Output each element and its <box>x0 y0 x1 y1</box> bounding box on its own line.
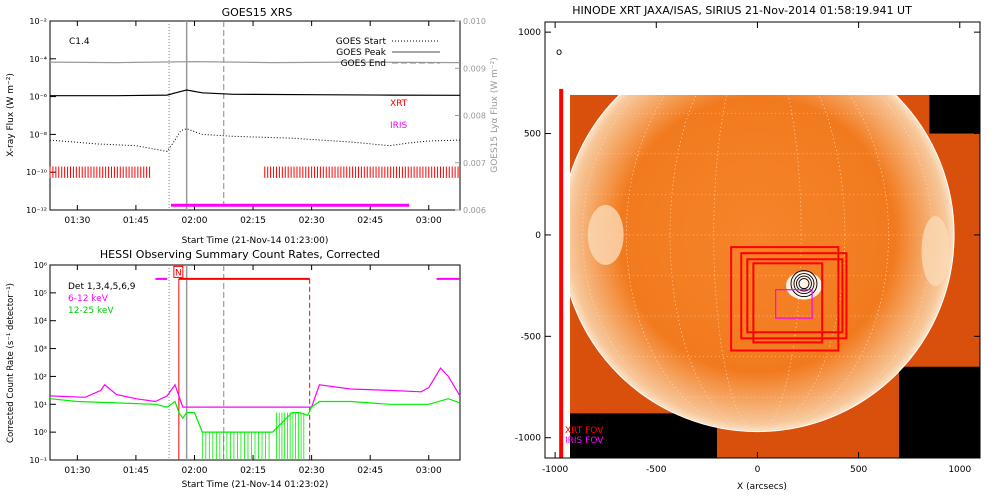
hessi-y-tick-label: 10⁰ <box>34 428 47 437</box>
goes-y-right-tick-label: 0.006 <box>463 206 486 215</box>
goes-x-tick-label: 02:45 <box>357 216 383 226</box>
goes-plot-marks: 01:30 01:45 02:00 02:15 02:30 02:45 03:00 10⁻² 1… <box>26 17 486 226</box>
xrt-lon-grid <box>626 95 889 432</box>
hessi-night-label: N <box>175 268 182 278</box>
xrt-plot-marks: -1000 -500 0 500 1000 1000 500 0 -500 -1000 <box>515 22 980 475</box>
solar-limb-circle <box>570 95 955 433</box>
goes-y-tick-label: 10⁻⁸ <box>29 130 47 139</box>
xrt-lon-grid <box>669 95 846 432</box>
hessi-x-tick-label: 03:00 <box>416 466 442 476</box>
xrt-fov-label: XRT FOV <box>565 426 604 436</box>
goes-xrs-chart: GOES15 XRS 01:30 01:45 02:00 02:15 02:30 02:4… <box>6 6 500 246</box>
xrt-x-tick-label: 1000 <box>948 465 971 475</box>
hessi-x-axis-label: Start Time (21-Nov-14 01:23:02) <box>182 480 329 490</box>
iris-bar-label: IRIS <box>390 121 408 131</box>
xrt-y-tick-label: 1000 <box>518 28 541 38</box>
xrt-y-tick-label: -500 <box>521 332 542 342</box>
xrt-y-tick-label: 500 <box>524 130 541 140</box>
xrt-fov-bar <box>559 88 564 458</box>
hessi-plot-marks: 01:30 01:45 02:00 02:15 02:30 02:45 03:00 10⁶ 10… <box>29 261 461 476</box>
xrt-fov-box <box>746 258 844 334</box>
goes-y-axis-label: X-ray Flux (W m⁻²) <box>6 73 16 157</box>
flare-contour <box>790 270 818 298</box>
goes-class-label: C1.4 <box>69 37 90 47</box>
xrt-dark-top-right <box>929 95 980 134</box>
iris-fov-box <box>775 289 813 319</box>
xrt-y-tick-label: 0 <box>535 231 541 241</box>
hessi-y-tick-label: 10⁻¹ <box>29 456 47 465</box>
goes-legend-start: GOES Start <box>336 37 387 47</box>
goes-series-1 <box>49 128 461 152</box>
xrt-fov-box <box>752 262 824 344</box>
goes-y-tick-label: 10⁻⁴ <box>29 55 47 64</box>
goes-x-tick-label: 02:00 <box>182 216 208 226</box>
hessi-x-tick-label: 02:45 <box>357 466 383 476</box>
active-region-east <box>587 204 624 265</box>
hessi-legend-det: Det 1,3,4,5,6,9 <box>68 282 136 292</box>
goes-y-right-tick-label: 0.010 <box>463 17 486 26</box>
xrt-bar-label: XRT <box>390 99 408 109</box>
hessi-chart: HESSI Observing Summary Count Rates, Cor… <box>6 248 461 490</box>
goes-x-tick-label: 02:30 <box>299 216 325 226</box>
xrt-image-area <box>570 95 980 458</box>
xrt-x-tick-label: -1000 <box>542 465 568 475</box>
hessi-x-tick-label: 02:30 <box>299 466 325 476</box>
hessi-y-tick-label: 10⁴ <box>34 317 47 326</box>
hessi-y-axis-label: Corrected Count Rate (s⁻¹ detector⁻¹) <box>6 283 16 443</box>
hessi-x-tick-label: 02:15 <box>240 466 266 476</box>
flare-contour <box>798 278 810 290</box>
xrt-y-tick-label: -1000 <box>515 434 541 444</box>
hessi-series-1 <box>49 398 461 433</box>
goes-plot-frame <box>49 20 461 211</box>
hessi-y-tick-label: 10⁵ <box>34 289 47 298</box>
xrt-image-title: HINODE XRT JAXA/ISAS, SIRIUS 21-Nov-2014… <box>572 4 912 17</box>
goes-y-tick-label: 10⁻⁶ <box>29 93 47 102</box>
goes-x-tick-label: 01:30 <box>64 216 90 226</box>
hessi-x-tick-label: 01:30 <box>64 466 90 476</box>
xrt-fov-box <box>730 246 840 352</box>
flare-contour <box>796 275 812 292</box>
xrt-x-tick-label: 500 <box>850 465 867 475</box>
xrt-fov-box <box>740 252 848 340</box>
flare-contour <box>793 273 815 295</box>
goes-x-tick-label: 03:00 <box>416 216 442 226</box>
hessi-night-box <box>173 265 184 278</box>
xrt-dark-corner <box>899 366 980 458</box>
xrt-plot-frame <box>544 21 981 459</box>
xrt-corner-mark: o <box>556 47 562 58</box>
goes-legend-peak: GOES Peak <box>336 48 386 58</box>
xrt-x-tick-label: -500 <box>646 465 667 475</box>
hessi-chart-title: HESSI Observing Summary Count Rates, Cor… <box>100 248 380 261</box>
hessi-series-0 <box>49 367 461 408</box>
xrt-image-chart: HINODE XRT JAXA/ISAS, SIRIUS 21-Nov-2014… <box>515 4 981 492</box>
goes-y-right-tick-label: 0.008 <box>463 112 486 121</box>
hessi-y-tick-label: 10¹ <box>34 400 47 409</box>
goes-series-2 <box>49 60 461 64</box>
goes-x-tick-label: 01:45 <box>123 216 149 226</box>
goes-y-right-tick-label: 0.009 <box>463 64 486 73</box>
goes-y-tick-label: 10⁻¹² <box>26 206 47 215</box>
goes-y-right-tick-label: 0.007 <box>463 159 486 168</box>
goes-x-axis-label: Start Time (21-Nov-14 01:23:00) <box>182 236 329 246</box>
hessi-y-tick-label: 10² <box>34 372 47 381</box>
goes-y-axis-right-label: GOES15 Lyα Flux (W m⁻²) <box>490 57 500 173</box>
goes-y-tick-label: 10⁻² <box>29 17 47 26</box>
goes-y-tick-label: 10⁻¹⁰ <box>26 168 47 177</box>
active-region-west <box>921 216 950 287</box>
xrt-x-tick-label: 0 <box>755 465 761 475</box>
hessi-legend-12-25: 12-25 keV <box>68 306 114 316</box>
hessi-legend-6-12: 6-12 keV <box>68 294 109 304</box>
goes-chart-title: GOES15 XRS <box>222 6 293 19</box>
hessi-y-tick-label: 10⁶ <box>34 261 47 270</box>
xrt-x-axis-label: X (arcsecs) <box>737 482 787 492</box>
goes-legend-end: GOES End <box>341 59 386 69</box>
hessi-x-tick-label: 02:00 <box>182 466 208 476</box>
goes-x-tick-label: 02:15 <box>240 216 266 226</box>
iris-fov-label: IRIS FOV <box>565 436 604 446</box>
hessi-x-tick-label: 01:45 <box>123 466 149 476</box>
goes-series-0 <box>50 89 461 97</box>
hessi-plot-frame <box>49 264 461 461</box>
hessi-y-tick-label: 10³ <box>34 345 47 354</box>
